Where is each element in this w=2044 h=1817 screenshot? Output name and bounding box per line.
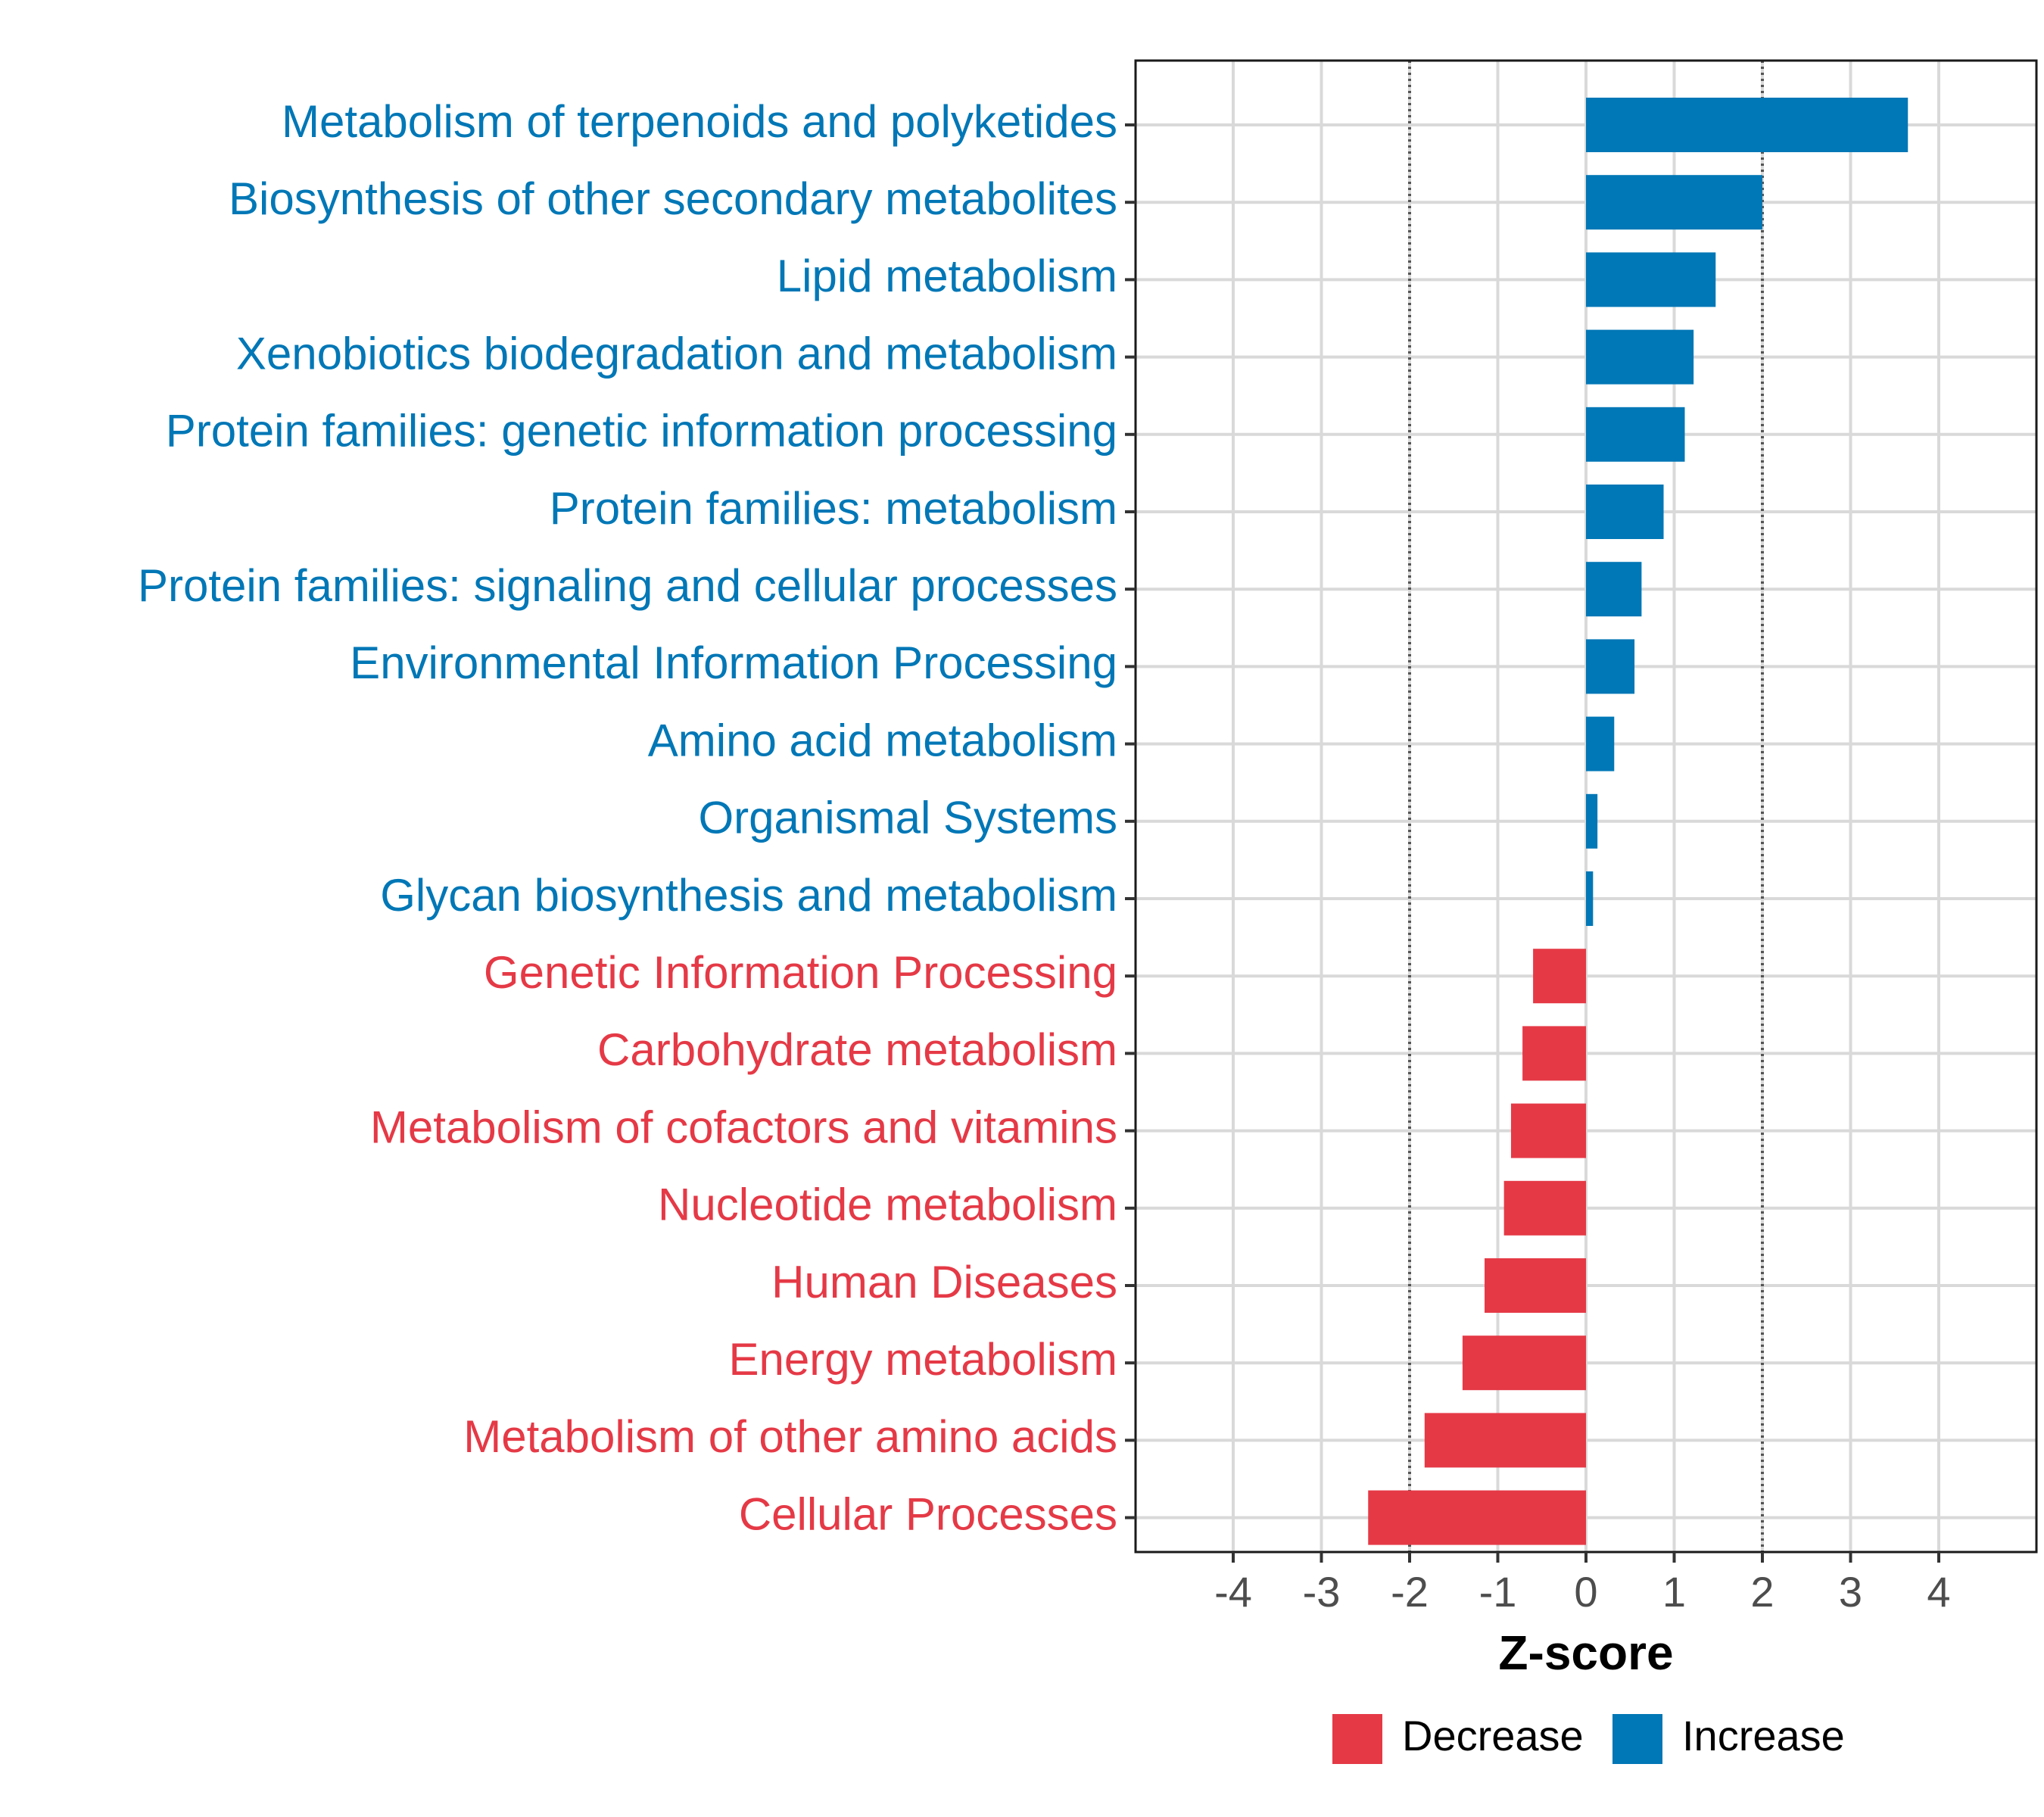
category-label-8: Amino acid metabolism (648, 715, 1117, 765)
category-label-11: Genetic Information Processing (484, 947, 1117, 998)
category-label-16: Energy metabolism (728, 1334, 1117, 1385)
bar-8 (1586, 716, 1615, 771)
bar-6 (1586, 562, 1642, 617)
y-axis-category-labels: Metabolism of terpenoids and polyketides… (138, 96, 1117, 1540)
bar-1 (1586, 175, 1762, 230)
bar-13 (1510, 1103, 1586, 1158)
bar-4 (1586, 407, 1685, 462)
bar-15 (1485, 1258, 1586, 1313)
x-tick-label-5: 1 (1662, 1568, 1686, 1616)
category-label-3: Xenobiotics biodegradation and metabolis… (236, 328, 1117, 379)
category-label-0: Metabolism of terpenoids and polyketides (282, 96, 1117, 147)
category-label-17: Metabolism of other amino acids (463, 1411, 1117, 1462)
bar-7 (1586, 639, 1635, 694)
legend: Decrease Increase (1332, 1712, 1845, 1764)
category-label-12: Carbohydrate metabolism (597, 1024, 1117, 1075)
x-tick-label-2: -2 (1391, 1568, 1429, 1616)
bar-0 (1586, 98, 1908, 152)
category-label-14: Nucleotide metabolism (658, 1180, 1117, 1230)
legend-label-increase: Increase (1682, 1712, 1845, 1759)
category-label-4: Protein families: genetic information pr… (166, 406, 1117, 457)
bar-3 (1586, 329, 1694, 385)
x-tick-label-7: 3 (1839, 1568, 1862, 1616)
x-tick-label-3: -1 (1479, 1568, 1517, 1616)
category-label-2: Lipid metabolism (777, 251, 1117, 301)
x-tick-label-1: -3 (1303, 1568, 1341, 1616)
x-tick-label-4: 0 (1574, 1568, 1597, 1616)
category-label-6: Protein families: signaling and cellular… (138, 560, 1117, 611)
bar-12 (1522, 1026, 1586, 1081)
bar-11 (1533, 949, 1586, 1004)
bar-9 (1586, 793, 1598, 849)
bar-5 (1586, 485, 1664, 539)
bar-17 (1424, 1413, 1586, 1468)
category-label-5: Protein families: metabolism (550, 483, 1117, 534)
legend-label-decrease: Decrease (1402, 1712, 1584, 1759)
x-axis-title: Z-score (1498, 1625, 1673, 1680)
category-label-1: Biosynthesis of other secondary metaboli… (229, 173, 1117, 224)
legend-swatch-increase (1612, 1714, 1662, 1764)
bar-10 (1586, 871, 1594, 926)
category-label-18: Cellular Processes (739, 1488, 1117, 1539)
bar-2 (1586, 252, 1716, 307)
category-label-13: Metabolism of cofactors and vitamins (370, 1102, 1117, 1152)
x-tick-label-8: 4 (1927, 1568, 1950, 1616)
x-axis-ticks: -4 -3 -2 -1 0 1 2 3 4 (1214, 1552, 1951, 1616)
category-label-7: Environmental Information Processing (350, 637, 1117, 688)
y-axis-ticks (1125, 123, 1136, 1519)
bars (1368, 98, 1908, 1545)
bar-18 (1368, 1490, 1586, 1545)
x-tick-label-0: -4 (1214, 1568, 1252, 1616)
reference-lines (1408, 61, 1764, 1552)
legend-swatch-decrease (1332, 1714, 1382, 1764)
category-label-10: Glycan biosynthesis and metabolism (380, 870, 1117, 921)
category-label-15: Human Diseases (771, 1257, 1117, 1307)
x-tick-label-6: 2 (1750, 1568, 1774, 1616)
bar-16 (1462, 1335, 1586, 1391)
category-label-9: Organismal Systems (699, 793, 1117, 843)
bar-14 (1503, 1180, 1586, 1236)
